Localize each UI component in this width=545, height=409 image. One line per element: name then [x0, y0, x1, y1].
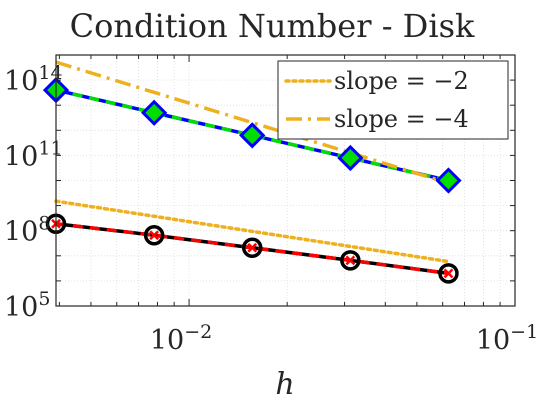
marker-cross [149, 230, 160, 241]
disk-series-b-marker [241, 237, 263, 258]
marker-cross [443, 268, 454, 279]
marker-cross [345, 255, 356, 266]
x-tick-label: 10−2 [150, 321, 212, 356]
tick-labels: 10−2 10−1 105 108 1011 1014 [4, 62, 538, 356]
tick-layer [56, 54, 516, 307]
disk-series-b-marker [438, 263, 459, 284]
marker-circle [340, 250, 361, 271]
chart-title: Condition Number - Disk [70, 7, 475, 45]
marker-circle [241, 237, 263, 258]
marker-circle [143, 224, 165, 246]
disk-series-a-marker [141, 99, 168, 126]
y-tick-label: 105 [4, 288, 50, 323]
disk-series-b-dash-overlay [55, 221, 449, 276]
disk-series-a-marker [337, 144, 364, 172]
legend-label-slope-4: slope = −4 [334, 105, 469, 133]
x-axis-label: h [275, 367, 294, 402]
y-tick-label: 108 [4, 213, 50, 248]
legend-label-slope-2: slope = −2 [334, 67, 469, 95]
legend-box [277, 60, 509, 140]
marker-circle [438, 263, 459, 284]
disk-series-b-marker [340, 250, 361, 271]
slope-4-reference-line [55, 60, 449, 185]
x-tick-label: 10−1 [476, 321, 538, 356]
slope-2-reference-line [54, 199, 451, 264]
legend: slope = −2 slope = −4 [277, 60, 509, 140]
y-tick-label: 1011 [4, 137, 63, 172]
marker-cross [247, 242, 258, 253]
disk-series-a-marker [239, 122, 266, 149]
disk-series-a-marker [435, 167, 462, 194]
disk-series-b-marker [143, 224, 165, 246]
y-tick-label: 1014 [4, 62, 63, 97]
